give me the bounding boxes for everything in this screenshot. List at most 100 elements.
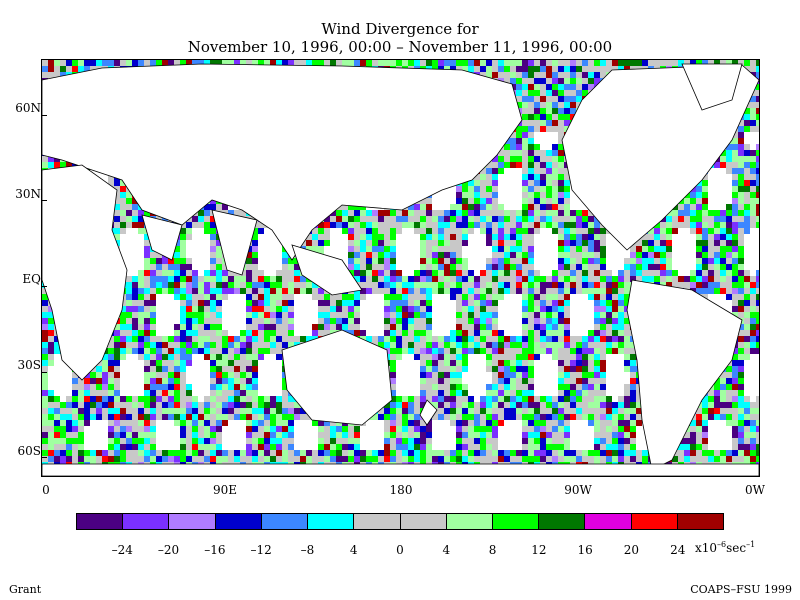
swath-cell <box>366 228 372 234</box>
swath-cell <box>420 198 426 204</box>
swath-cell <box>384 294 390 300</box>
swath-cell <box>168 348 174 354</box>
swath-cell <box>636 240 642 246</box>
swath-cell <box>150 306 156 312</box>
swath-cell <box>510 210 516 216</box>
swath-cell <box>522 318 528 324</box>
swath-cell <box>480 282 486 288</box>
swath-cell <box>288 294 294 300</box>
swath-cell <box>468 312 474 318</box>
swath-cell <box>444 240 450 246</box>
swath-cell <box>558 108 564 114</box>
swath-cell <box>684 60 690 66</box>
swath-cell <box>438 234 444 240</box>
swath-cell <box>420 312 426 318</box>
swath-cell <box>150 294 156 300</box>
swath-cell <box>390 216 396 222</box>
swath-cell <box>570 210 576 216</box>
swath-cell <box>456 324 462 330</box>
swath-cell <box>564 336 570 342</box>
swath-cell <box>582 66 588 72</box>
swath-cell <box>144 336 150 342</box>
swath-cell <box>738 198 744 204</box>
swath-cell <box>480 324 486 330</box>
swath-cell <box>594 330 600 336</box>
swath-cell <box>684 204 690 210</box>
swath-cell <box>534 180 540 186</box>
swath-cell <box>384 312 390 318</box>
swath-cell <box>456 300 462 306</box>
swath-cell <box>528 204 534 210</box>
swath-cell <box>306 288 312 294</box>
swath-cell <box>402 60 408 66</box>
swath-cell <box>222 276 228 282</box>
swath-cell <box>546 72 552 78</box>
swath-cell <box>270 330 276 336</box>
swath-cell <box>438 60 444 66</box>
swath-cell <box>756 294 759 300</box>
swath-cell <box>468 276 474 282</box>
swath-cell <box>696 246 702 252</box>
swath-cell <box>444 258 450 264</box>
swath-cell <box>528 318 534 324</box>
swath-cell <box>270 306 276 312</box>
swath-cell <box>744 180 750 186</box>
swath-cell <box>606 348 612 354</box>
swath-cell <box>168 342 174 348</box>
swath-cell <box>474 180 480 186</box>
swath-cell <box>672 282 678 288</box>
swath-cell <box>738 180 744 186</box>
swath-cell <box>492 288 498 294</box>
swath-cell <box>522 198 528 204</box>
swath-cell <box>756 66 759 72</box>
swath-cell <box>528 258 534 264</box>
swath-cell <box>126 294 132 300</box>
swath-cell <box>468 192 474 198</box>
swath-cell <box>540 342 546 348</box>
swath-cell <box>612 288 618 294</box>
swath-cell <box>468 318 474 324</box>
swath-cell <box>252 234 258 240</box>
swath-cell <box>210 228 216 234</box>
swath-cell <box>294 336 300 342</box>
swath-cell <box>618 66 624 72</box>
swath-cell <box>384 276 390 282</box>
swath-cell <box>138 342 144 348</box>
swath-cell <box>588 252 594 258</box>
swath-cell <box>570 96 576 102</box>
swath-cell <box>414 324 420 330</box>
swath-cell <box>132 204 138 210</box>
swath-cell <box>642 246 648 252</box>
swath-cell <box>462 336 468 342</box>
swath-cell <box>432 336 438 342</box>
swath-cell <box>558 168 564 174</box>
swath-cell <box>54 348 60 354</box>
swath-cell <box>480 270 486 276</box>
swath-cell <box>420 300 426 306</box>
swath-cell <box>264 324 270 330</box>
swath-cell <box>504 66 510 72</box>
swath-cell <box>324 306 330 312</box>
swath-cell <box>726 270 732 276</box>
swath-cell <box>246 348 252 354</box>
swath-cell <box>216 270 222 276</box>
swath-cell <box>282 276 288 282</box>
swath-cell <box>216 324 222 330</box>
swath-cell <box>348 204 354 210</box>
swath-cell <box>744 114 750 120</box>
swath-cell <box>474 198 480 204</box>
swath-cell <box>438 282 444 288</box>
swath-cell <box>456 330 462 336</box>
swath-cell <box>174 336 180 342</box>
swath-cell <box>414 282 420 288</box>
swath-cell <box>186 60 192 66</box>
swath-cell <box>534 144 540 150</box>
swath-cell <box>588 222 594 228</box>
swath-cell <box>360 252 366 258</box>
swath-cell <box>282 330 288 336</box>
swath-cell <box>540 186 546 192</box>
swath-cell <box>360 228 366 234</box>
swath-cell <box>486 216 492 222</box>
swath-cell <box>570 102 576 108</box>
swath-cell <box>522 162 528 168</box>
